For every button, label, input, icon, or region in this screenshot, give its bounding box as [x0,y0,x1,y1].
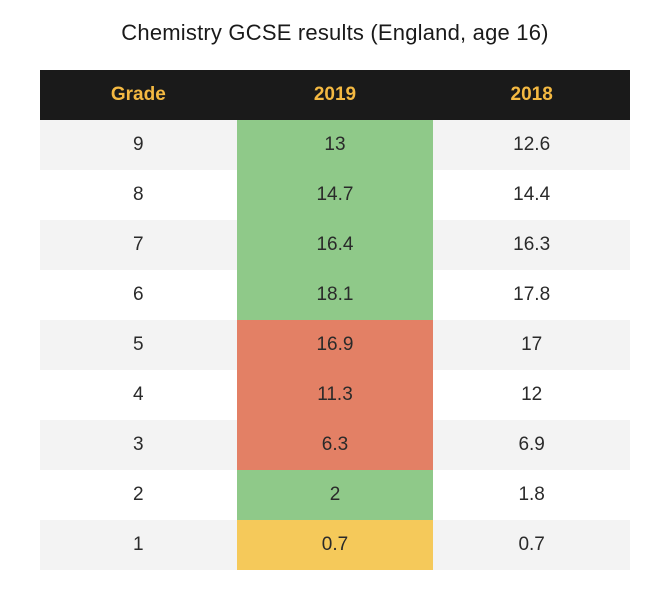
col-header-2019: 2019 [237,70,434,120]
table-row: 2 2 1.8 [40,470,630,520]
cell-2018: 14.4 [433,170,630,220]
cell-grade: 9 [40,120,237,170]
col-header-2018: 2018 [433,70,630,120]
cell-2019: 18.1 [237,270,434,320]
cell-2018: 17 [433,320,630,370]
cell-2019: 11.3 [237,370,434,420]
cell-grade: 2 [40,470,237,520]
cell-2018: 12.6 [433,120,630,170]
cell-2018: 16.3 [433,220,630,270]
table-row: 8 14.7 14.4 [40,170,630,220]
results-table: Grade 2019 2018 9 13 12.6 8 14.7 14.4 7 … [40,70,630,570]
table-row: 9 13 12.6 [40,120,630,170]
cell-grade: 3 [40,420,237,470]
cell-grade: 8 [40,170,237,220]
table-header-row: Grade 2019 2018 [40,70,630,120]
cell-2019: 14.7 [237,170,434,220]
cell-grade: 4 [40,370,237,420]
table-row: 5 16.9 17 [40,320,630,370]
cell-2019: 2 [237,470,434,520]
cell-2019: 0.7 [237,520,434,570]
table-row: 7 16.4 16.3 [40,220,630,270]
cell-grade: 7 [40,220,237,270]
cell-grade: 6 [40,270,237,320]
cell-2019: 13 [237,120,434,170]
cell-2018: 6.9 [433,420,630,470]
col-header-grade: Grade [40,70,237,120]
table-row: 6 18.1 17.8 [40,270,630,320]
cell-2019: 16.4 [237,220,434,270]
cell-2019: 16.9 [237,320,434,370]
page-title: Chemistry GCSE results (England, age 16) [40,20,630,46]
table-row: 1 0.7 0.7 [40,520,630,570]
cell-grade: 1 [40,520,237,570]
cell-2018: 12 [433,370,630,420]
table-body: 9 13 12.6 8 14.7 14.4 7 16.4 16.3 6 18.1… [40,120,630,570]
cell-grade: 5 [40,320,237,370]
cell-2018: 1.8 [433,470,630,520]
cell-2018: 0.7 [433,520,630,570]
cell-2018: 17.8 [433,270,630,320]
cell-2019: 6.3 [237,420,434,470]
table-row: 4 11.3 12 [40,370,630,420]
table-row: 3 6.3 6.9 [40,420,630,470]
